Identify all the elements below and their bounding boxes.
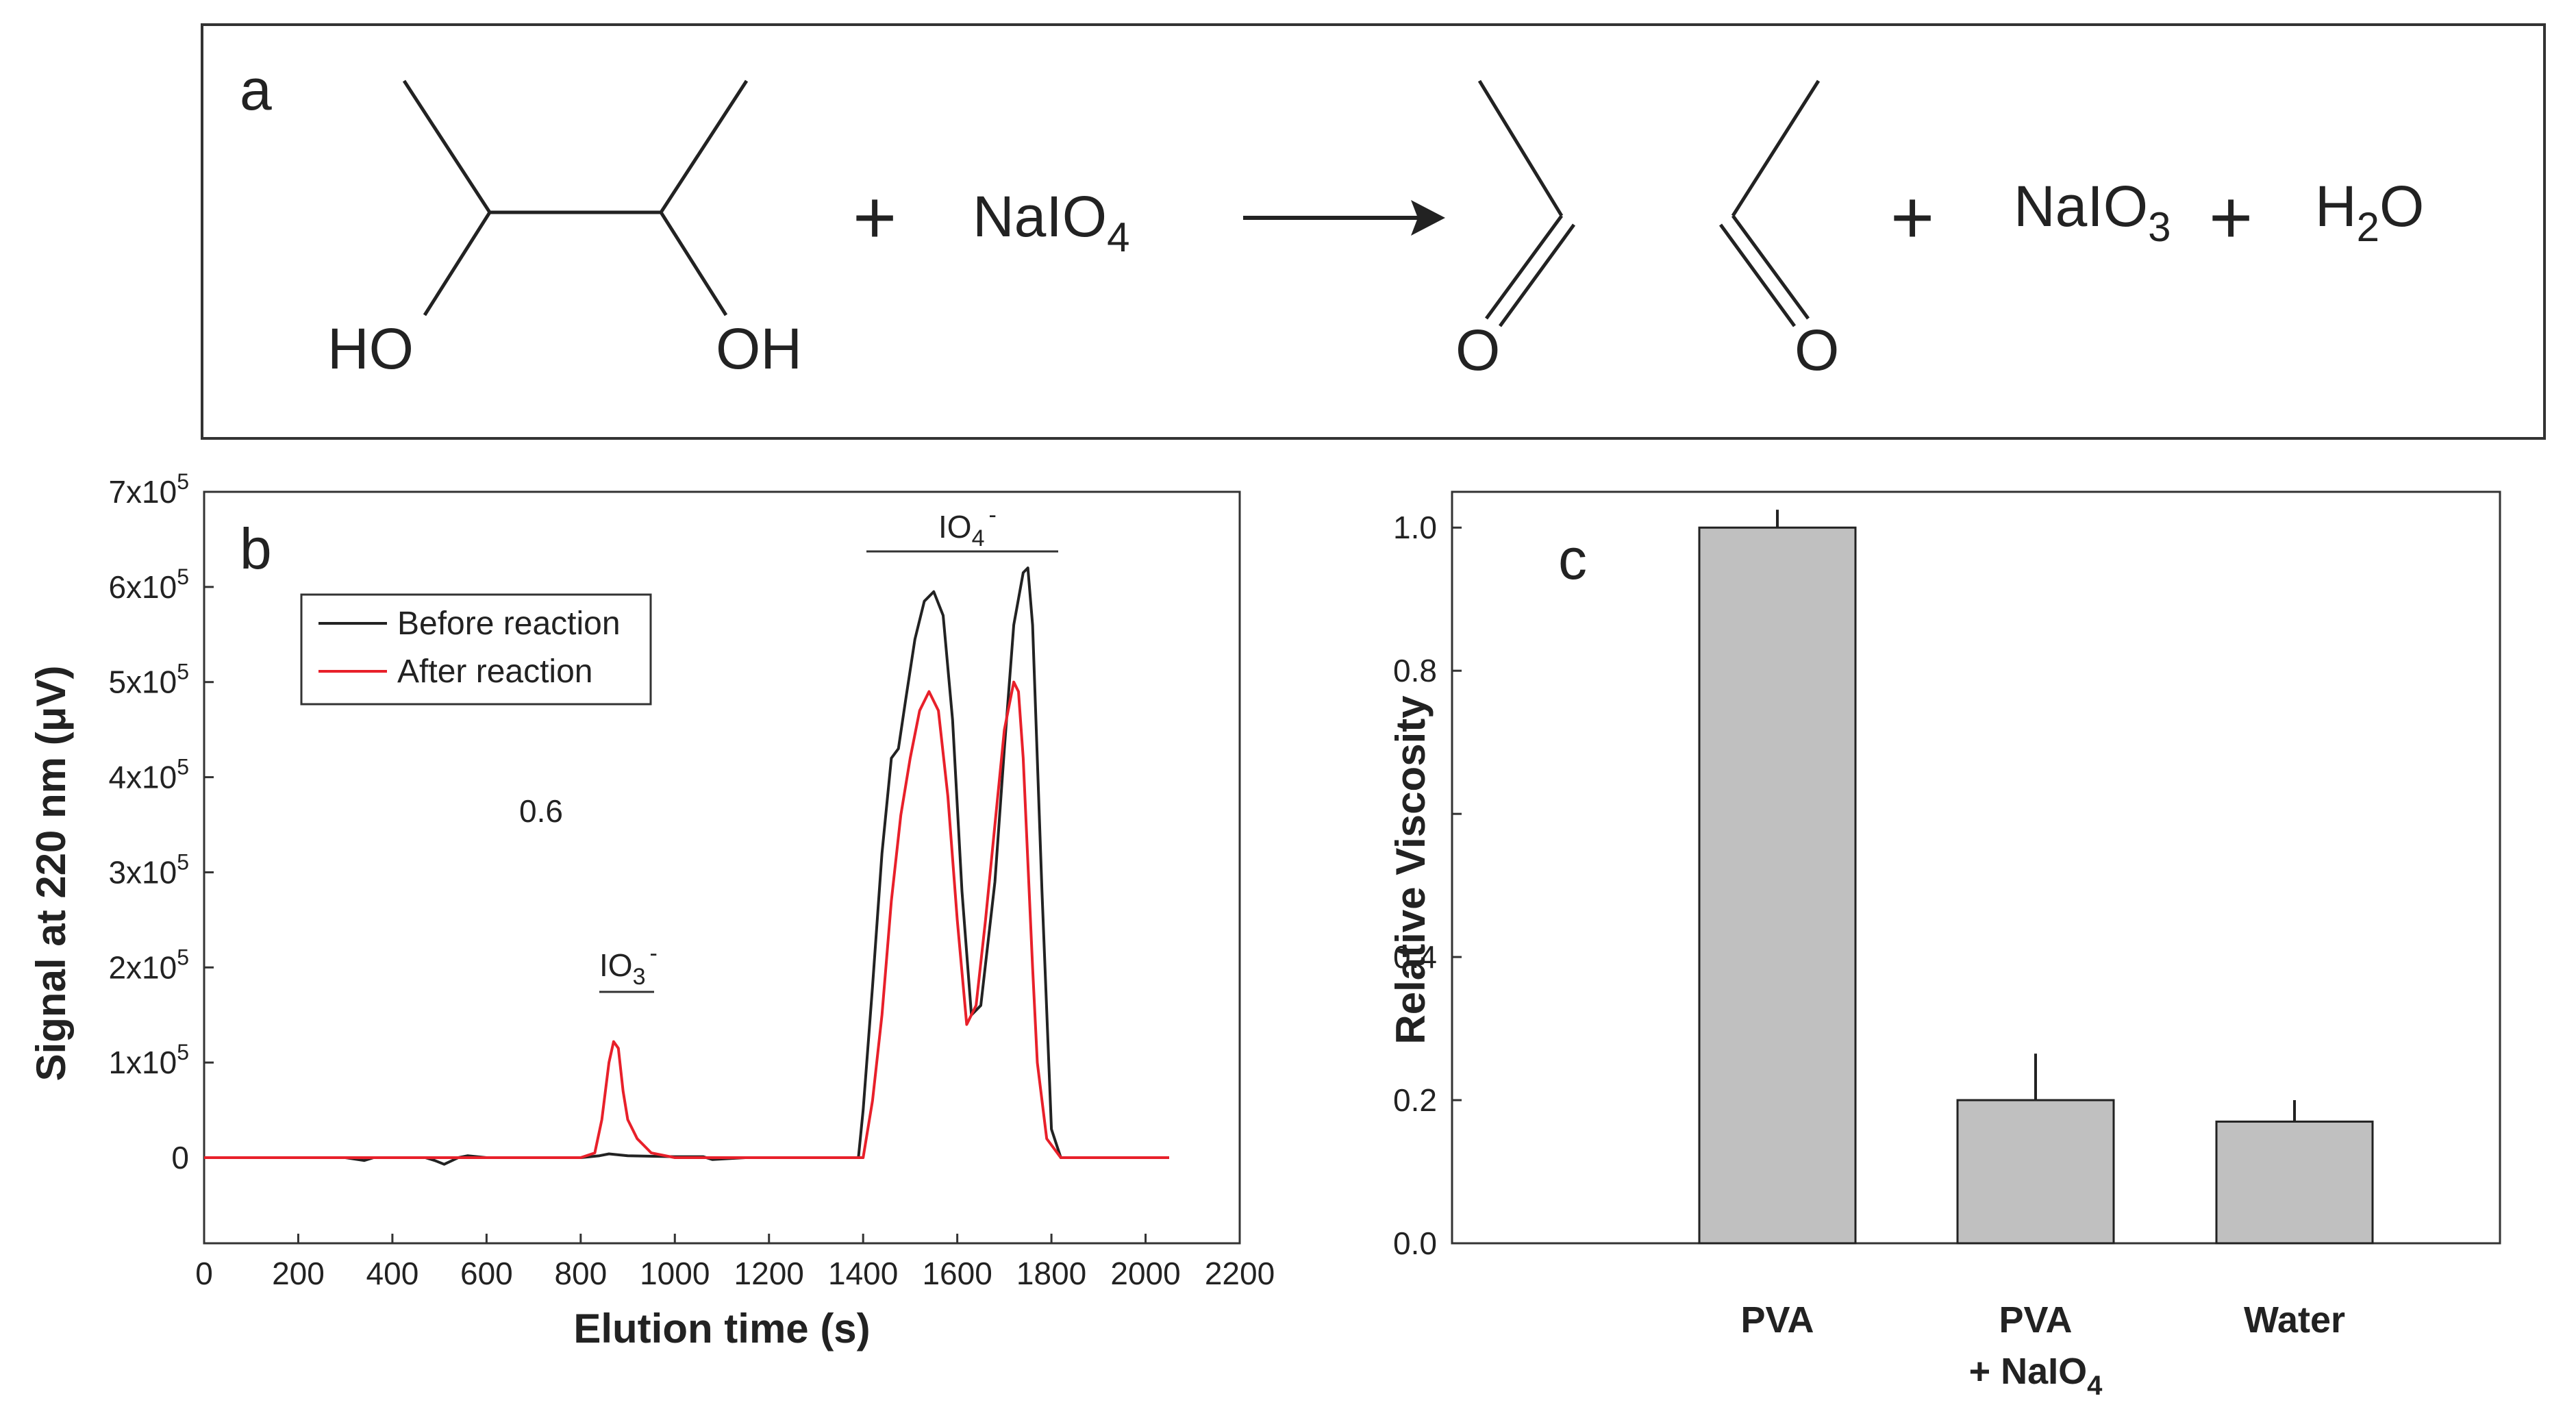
- panel-b-legend: Before reaction After reaction: [300, 593, 652, 706]
- y-tick-label: 0.8: [1393, 653, 1437, 688]
- periodate-formula: NaIO4: [973, 184, 1129, 260]
- x-tick-label: 1800: [1016, 1256, 1086, 1291]
- plus-sign-1: +: [853, 175, 897, 260]
- plus-sign-2: +: [1890, 175, 1934, 260]
- x-tick-label: 0: [195, 1256, 213, 1291]
- y-tick-label: 0.0: [1393, 1225, 1437, 1261]
- aldehyde-structure-right: [1718, 79, 1821, 327]
- panel-c-letter: c: [1558, 527, 1587, 591]
- bar: [1956, 1099, 2115, 1245]
- category-label-line2: + NaIO4: [1969, 1351, 2103, 1401]
- panel-a: a HO OH + NaIO4 O O: [201, 23, 2546, 440]
- plus-sign-3: +: [2209, 175, 2253, 260]
- panel-b-x-axis: 0 200 400 600 800 1000 1200 1400 1600 1800 2000 220…: [195, 1234, 1275, 1291]
- legend-box: [300, 593, 652, 706]
- category-label: Water: [2244, 1299, 2345, 1341]
- y-tick-label: 1.0: [1393, 510, 1437, 545]
- x-tick-label: 1200: [734, 1256, 804, 1291]
- panel-b-letter: b: [240, 516, 272, 581]
- panel-a-frame: [201, 23, 2546, 440]
- panel-c-bars: [1698, 510, 2374, 1245]
- category-label: PVA: [1740, 1299, 1814, 1341]
- panel-c-chart: c 0.0 0.2 0.4 0.8 1.0 PVA PVA + NaIO4 Water Rel…: [1388, 490, 2501, 1401]
- bar: [1698, 526, 1857, 1245]
- reaction-arrow: [1243, 200, 1445, 236]
- panel-c-y-axis: 0.0 0.2 0.4 0.8 1.0: [1393, 510, 1462, 1261]
- y-tick-label: 1x105: [108, 1040, 189, 1080]
- bar: [2215, 1120, 2374, 1245]
- y-tick-label: 3x105: [108, 849, 189, 890]
- x-tick-label: 600: [460, 1256, 513, 1291]
- x-tick-label: 2200: [1205, 1256, 1275, 1291]
- x-tick-label: 1600: [922, 1256, 992, 1291]
- y-tick-label: 0.4: [1393, 939, 1437, 975]
- y-tick-label: 0: [171, 1140, 189, 1175]
- y-tick-label: 6x105: [108, 564, 189, 605]
- panel-b-y-axis-title: Signal at 220 nm (μV): [28, 666, 74, 1082]
- panel-b-annotations: 0.6 IO3- IO4-: [519, 502, 1058, 993]
- stray-value-label: 0.6: [519, 793, 563, 829]
- x-tick-label: 1000: [640, 1256, 710, 1291]
- legend-label-before: Before reaction: [397, 606, 621, 642]
- y-tick-label: 4x105: [108, 755, 189, 795]
- panel-a-letter: a: [240, 58, 272, 122]
- io3-label: IO3-: [599, 941, 658, 990]
- x-tick-label: 1400: [828, 1256, 898, 1291]
- x-tick-label: 2000: [1110, 1256, 1180, 1291]
- y-tick-label: 0.2: [1393, 1082, 1437, 1118]
- panel-b-x-axis-title: Elution time (s): [573, 1306, 870, 1352]
- water-formula: H2O: [2315, 174, 2424, 250]
- series-before-reaction: [204, 566, 1169, 1166]
- x-tick-label: 400: [366, 1256, 419, 1291]
- hydroxyl-label-left: HO: [327, 316, 414, 381]
- io4-label: IO4-: [938, 502, 997, 551]
- series-after-reaction: [204, 680, 1169, 1159]
- panel-c-x-axis: PVA PVA + NaIO4 Water: [1740, 1299, 2345, 1401]
- y-tick-label: 7x105: [108, 469, 189, 510]
- oxygen-label-right: O: [1795, 318, 1839, 382]
- iodate-formula: NaIO3: [2014, 174, 2171, 250]
- oxygen-label-left: O: [1455, 318, 1500, 382]
- panel-b-chart: b 0 1x105 2x105 3x105 4x105 5x105 6x105 7x105 0…: [28, 469, 1275, 1352]
- aldehyde-structure-left: [1477, 79, 1576, 327]
- y-tick-label: 5x105: [108, 660, 189, 700]
- hydroxyl-label-right: OH: [716, 316, 802, 381]
- legend-label-after: After reaction: [397, 653, 592, 690]
- panel-b-series: [204, 566, 1169, 1166]
- panel-b-y-axis: 0 1x105 2x105 3x105 4x105 5x105 6x105 7x105: [108, 469, 214, 1175]
- diol-structure: [402, 79, 749, 316]
- category-label: PVA: [1999, 1299, 2072, 1341]
- x-tick-label: 800: [554, 1256, 607, 1291]
- panel-c-y-axis-title: Relative Viscosity: [1388, 695, 1434, 1045]
- x-tick-label: 200: [272, 1256, 325, 1291]
- y-tick-label: 2x105: [108, 945, 189, 985]
